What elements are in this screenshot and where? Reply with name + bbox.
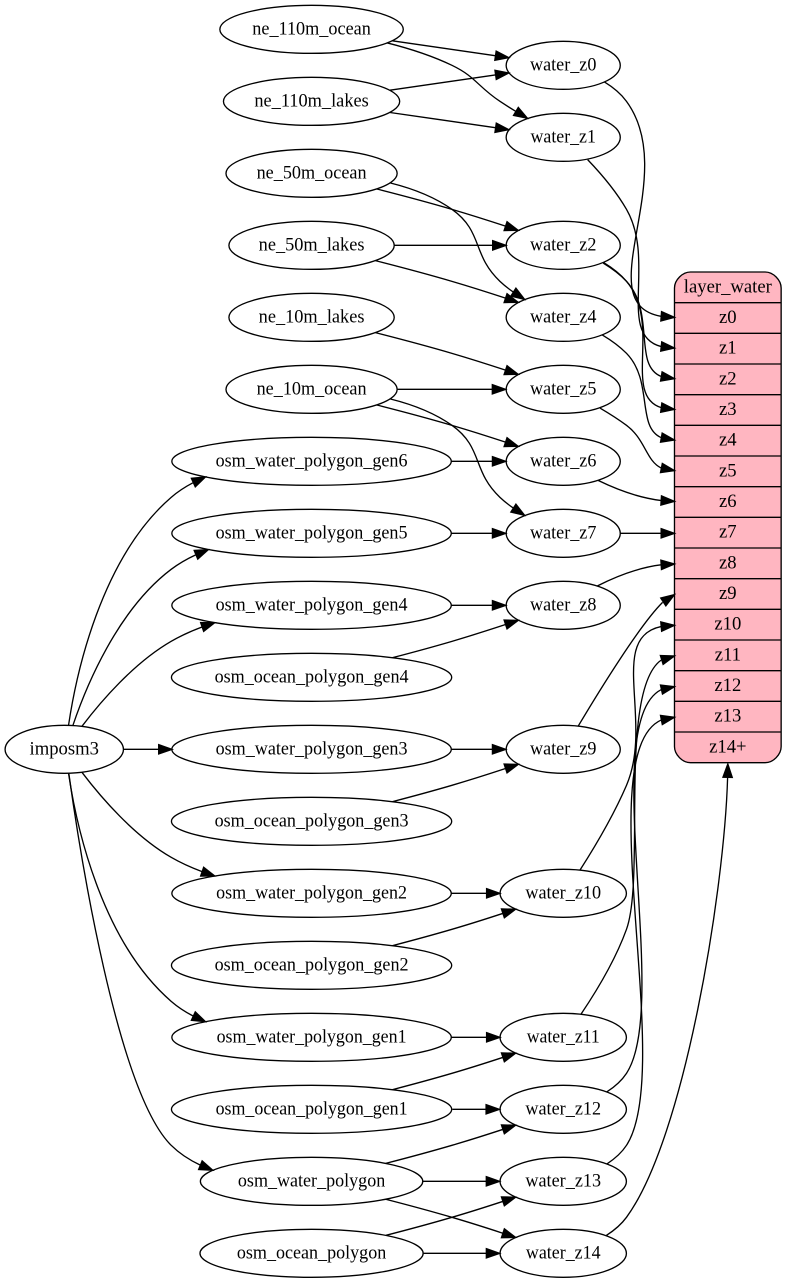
svg-text:z11: z11 — [715, 644, 741, 665]
svg-text:layer_water: layer_water — [684, 276, 773, 297]
svg-text:z12: z12 — [714, 675, 741, 696]
svg-text:water_z4: water_z4 — [530, 306, 597, 327]
svg-text:water_z8: water_z8 — [530, 594, 596, 615]
svg-text:z14+: z14+ — [709, 736, 746, 757]
svg-text:z3: z3 — [719, 399, 737, 420]
svg-text:water_z1: water_z1 — [531, 126, 596, 147]
svg-text:water_z7: water_z7 — [530, 522, 596, 543]
svg-text:water_z6: water_z6 — [530, 450, 596, 471]
svg-text:osm_ocean_polygon_gen1: osm_ocean_polygon_gen1 — [216, 1098, 408, 1119]
svg-text:z8: z8 — [719, 552, 737, 573]
svg-text:water_z2: water_z2 — [530, 234, 596, 255]
svg-text:z10: z10 — [714, 614, 741, 635]
svg-text:ne_50m_lakes: ne_50m_lakes — [259, 234, 365, 255]
svg-text:osm_ocean_polygon_gen2: osm_ocean_polygon_gen2 — [215, 954, 409, 975]
svg-text:ne_10m_ocean: ne_10m_ocean — [257, 378, 368, 399]
svg-text:osm_ocean_polygon_gen4: osm_ocean_polygon_gen4 — [215, 666, 410, 687]
svg-text:z13: z13 — [714, 706, 741, 727]
svg-text:osm_ocean_polygon: osm_ocean_polygon — [237, 1242, 387, 1263]
svg-text:osm_water_polygon_gen6: osm_water_polygon_gen6 — [216, 450, 408, 471]
svg-text:water_z10: water_z10 — [525, 882, 601, 903]
svg-text:osm_water_polygon_gen4: osm_water_polygon_gen4 — [216, 594, 409, 615]
svg-text:z2: z2 — [719, 368, 737, 389]
svg-text:osm_water_polygon_gen2: osm_water_polygon_gen2 — [216, 882, 407, 903]
svg-text:z9: z9 — [719, 583, 737, 604]
svg-text:ne_50m_ocean: ne_50m_ocean — [257, 162, 368, 183]
svg-text:z1: z1 — [719, 338, 737, 359]
svg-text:water_z9: water_z9 — [530, 738, 596, 759]
svg-text:z5: z5 — [719, 460, 737, 481]
svg-text:z7: z7 — [719, 522, 737, 543]
svg-text:water_z14: water_z14 — [526, 1242, 601, 1263]
svg-text:water_z0: water_z0 — [530, 54, 596, 75]
svg-text:osm_ocean_polygon_gen3: osm_ocean_polygon_gen3 — [215, 810, 409, 831]
svg-text:osm_water_polygon: osm_water_polygon — [238, 1170, 386, 1191]
svg-text:osm_water_polygon_gen3: osm_water_polygon_gen3 — [216, 738, 408, 759]
svg-text:imposm3: imposm3 — [30, 738, 99, 759]
svg-text:ne_110m_lakes: ne_110m_lakes — [254, 90, 368, 111]
svg-text:z6: z6 — [719, 491, 737, 512]
svg-text:z4: z4 — [719, 430, 737, 451]
svg-text:osm_water_polygon_gen1: osm_water_polygon_gen1 — [217, 1026, 407, 1047]
svg-text:water_z11: water_z11 — [527, 1026, 600, 1047]
svg-text:ne_10m_lakes: ne_10m_lakes — [259, 306, 365, 327]
svg-text:water_z12: water_z12 — [525, 1098, 601, 1119]
svg-text:z0: z0 — [719, 307, 737, 328]
svg-text:water_z13: water_z13 — [525, 1170, 601, 1191]
svg-text:water_z5: water_z5 — [530, 378, 596, 399]
svg-text:osm_water_polygon_gen5: osm_water_polygon_gen5 — [216, 522, 408, 543]
svg-text:ne_110m_ocean: ne_110m_ocean — [252, 18, 371, 39]
